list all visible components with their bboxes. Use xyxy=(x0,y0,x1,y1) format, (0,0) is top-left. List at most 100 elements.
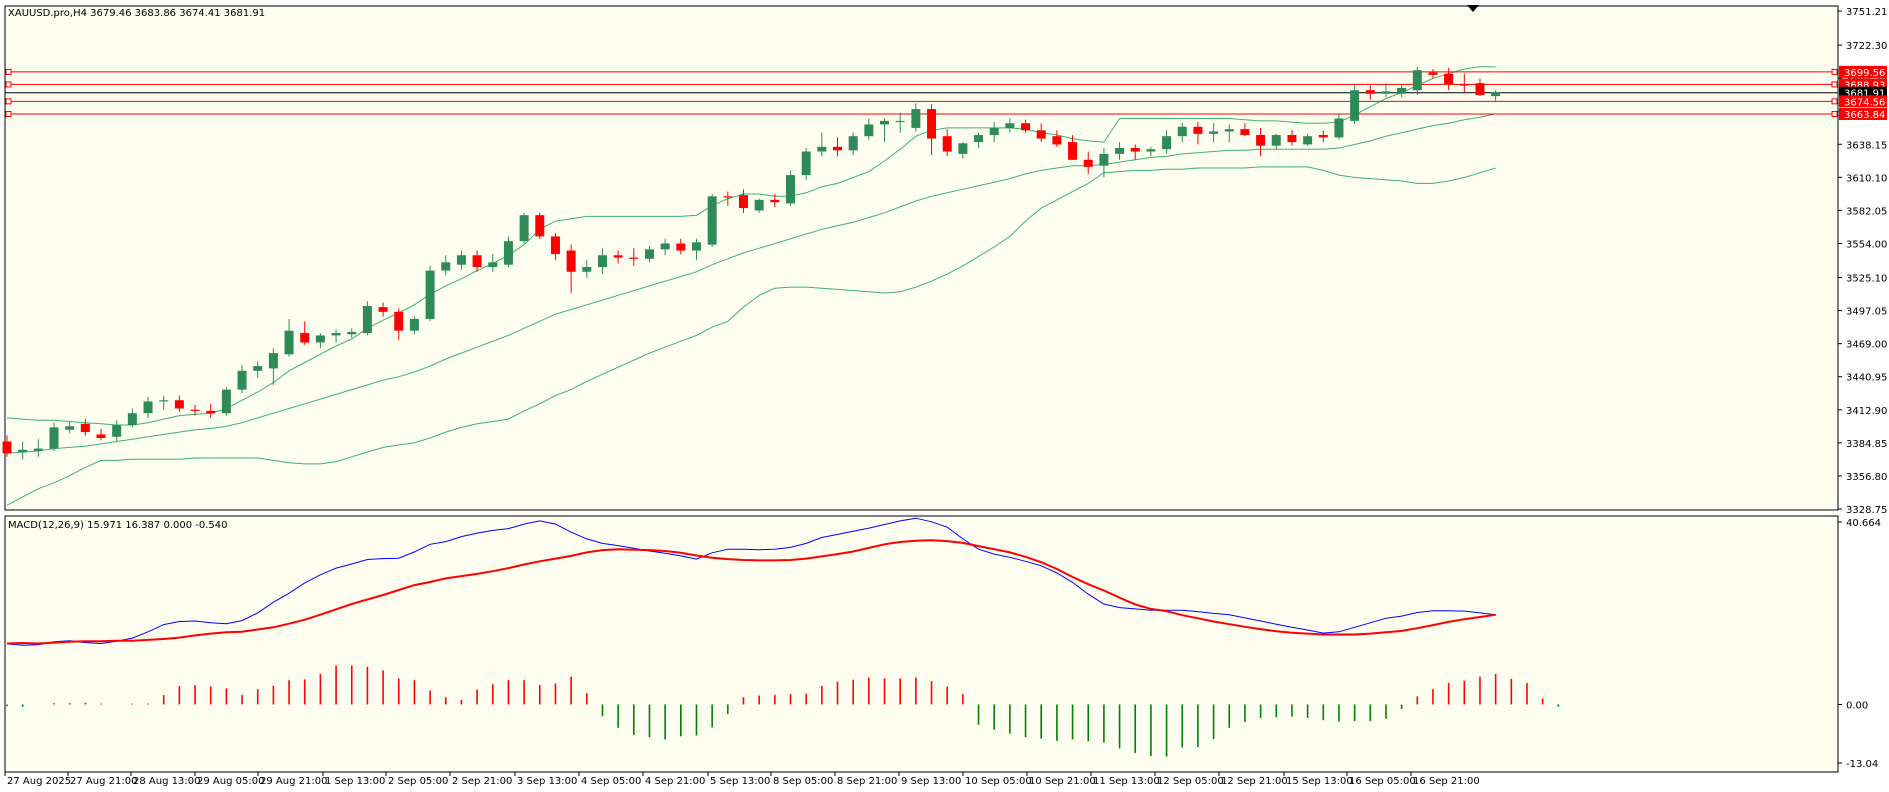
bear-candle-body xyxy=(613,255,623,258)
bear-candle-body xyxy=(96,434,106,438)
price-axis-label: 3610.10 xyxy=(1846,173,1887,184)
price-axis-label: 3384.85 xyxy=(1846,439,1887,450)
bull-candle-body xyxy=(159,400,169,402)
bull-candle-body xyxy=(519,215,529,242)
level-handle-right[interactable] xyxy=(1831,68,1838,75)
bear-candle-body xyxy=(394,311,404,331)
price-axis-label: 3412.90 xyxy=(1846,406,1887,417)
bull-candle-body xyxy=(974,135,984,143)
bull-candle-body xyxy=(441,262,451,271)
bull-candle-body xyxy=(488,262,498,268)
time-axis-label: 9 Sep 13:00 xyxy=(901,776,961,787)
macd-axis-label: -13.04 xyxy=(1846,759,1878,770)
bear-candle-body xyxy=(206,410,216,414)
bear-candle-body xyxy=(1193,126,1203,134)
bull-candle-body xyxy=(456,255,466,265)
bear-candle-body xyxy=(378,307,388,312)
bull-candle-body xyxy=(786,175,795,204)
bull-candle-body xyxy=(1491,92,1501,97)
time-axis-label: 4 Sep 05:00 xyxy=(581,776,641,787)
macd-panel-frame xyxy=(4,515,1839,773)
bull-candle-body xyxy=(864,124,874,137)
price-axis-label: 3440.95 xyxy=(1846,373,1887,384)
price-axis: 3751.213722.303694.253666.203638.153610.… xyxy=(1838,7,1887,516)
bull-candle-body xyxy=(582,267,592,272)
bull-candle-body xyxy=(660,243,670,250)
bear-candle-body xyxy=(1052,136,1062,145)
bear-candle-body xyxy=(80,423,90,433)
time-axis-label: 10 Sep 05:00 xyxy=(965,776,1032,787)
price-axis-label: 3554.00 xyxy=(1846,239,1887,250)
price-level-tag xyxy=(1839,95,1887,108)
bull-candle-body xyxy=(331,333,341,336)
bear-candle-body xyxy=(1240,129,1250,136)
bull-candle-body xyxy=(1177,126,1187,137)
bear-candle-body xyxy=(738,195,748,209)
bull-candle-body xyxy=(801,151,811,176)
bull-candle-body xyxy=(1303,136,1313,145)
macd-axis-label: 40.664 xyxy=(1846,518,1881,529)
macd-panel[interactable]: MACD(12,26,9) 15.971 16.387 0.000 -0.540 xyxy=(4,515,1839,773)
level-handle-right[interactable] xyxy=(1831,81,1838,88)
bull-candle-body xyxy=(1162,136,1172,150)
bear-candle-body xyxy=(1444,73,1454,85)
bull-candle-body xyxy=(880,120,890,125)
level-handle-left[interactable] xyxy=(5,98,12,105)
bear-candle-body xyxy=(723,196,733,198)
bull-candle-body xyxy=(848,136,858,151)
bull-candle-body xyxy=(1397,87,1407,94)
bear-candle-body xyxy=(1318,135,1328,138)
bull-candle-body xyxy=(817,146,827,152)
bull-candle-body xyxy=(18,449,28,453)
bear-candle-body xyxy=(174,400,184,409)
bollinger-lower-line xyxy=(6,166,1496,506)
chart-shift-marker[interactable] xyxy=(1467,5,1479,12)
bear-candle-body xyxy=(1287,135,1297,143)
bull-candle-body xyxy=(409,318,419,331)
level-handle-left[interactable] xyxy=(5,68,12,75)
bear-candle-body xyxy=(1083,159,1093,167)
price-axis-label: 3469.00 xyxy=(1846,340,1887,351)
macd-axis: 40.664 0.00 -13.04 xyxy=(1838,518,1881,770)
bear-candle-body xyxy=(1256,135,1266,146)
time-axis-label: 12 Sep 05:00 xyxy=(1157,776,1224,787)
bull-candle-body xyxy=(1271,135,1281,146)
time-axis-label: 10 Sep 21:00 xyxy=(1029,776,1096,787)
bear-candle-body xyxy=(535,215,545,237)
bear-candle-body xyxy=(1475,83,1485,95)
time-axis-label: 5 Sep 13:00 xyxy=(710,776,770,787)
time-axis-label: 8 Sep 21:00 xyxy=(837,776,897,787)
bear-candle-body xyxy=(1365,90,1375,94)
bull-candle-body xyxy=(707,196,717,245)
bull-candle-body xyxy=(127,413,137,426)
level-handle-left[interactable] xyxy=(5,81,12,88)
price-levels[interactable] xyxy=(5,68,1838,117)
bull-candle-body xyxy=(237,370,247,390)
bear-candle-body xyxy=(566,250,576,272)
price-level-label: 3699.56 xyxy=(1844,68,1885,79)
bear-candle-body xyxy=(942,136,952,152)
bull-candle-body xyxy=(895,120,905,123)
level-handle-left[interactable] xyxy=(5,110,12,117)
price-level-tag xyxy=(1839,107,1887,120)
candlesticks xyxy=(2,66,1501,460)
bear-candle-body xyxy=(1130,147,1140,152)
time-axis-label: 4 Sep 21:00 xyxy=(645,776,705,787)
price-axis-label: 3356.80 xyxy=(1846,472,1887,483)
bear-candle-body xyxy=(927,109,937,139)
bear-candle-body xyxy=(190,409,200,411)
bull-candle-body xyxy=(1224,129,1234,132)
bull-candle-body xyxy=(33,448,43,451)
time-axis-label: 15 Sep 13:00 xyxy=(1286,776,1353,787)
bear-candle-body xyxy=(770,199,780,203)
price-axis-label: 3582.05 xyxy=(1846,206,1887,217)
price-panel[interactable]: XAUUSD.pro,H4 3679.46 3683.86 3674.41 36… xyxy=(2,5,1839,511)
macd-signal-line xyxy=(6,539,1496,645)
level-handle-right[interactable] xyxy=(1831,98,1838,105)
bull-candle-body xyxy=(65,426,75,430)
level-handle-right[interactable] xyxy=(1831,110,1838,117)
price-axis-label: 3497.05 xyxy=(1846,307,1887,318)
